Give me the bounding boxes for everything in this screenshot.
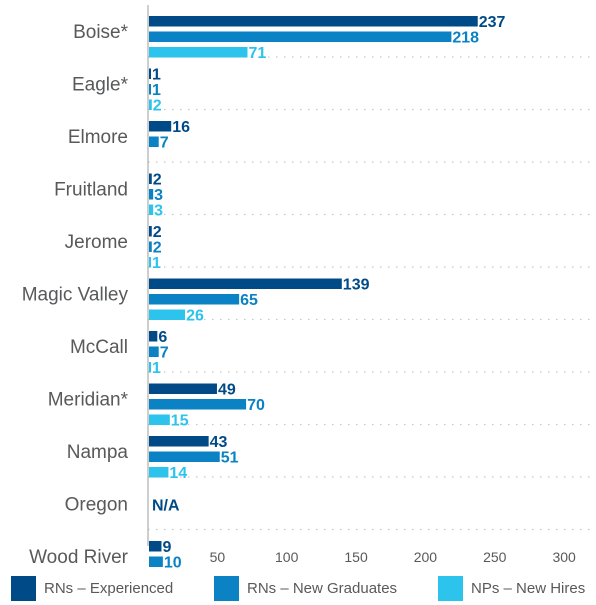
category-label: Fruitland [54,180,128,201]
data-label: 1 [152,82,161,99]
data-label: 43 [210,434,228,451]
x-tick-label: 200 [414,549,438,565]
bar [149,399,247,410]
data-label: 51 [221,449,239,466]
bar [149,241,152,252]
legend-item-rns-new-graduates: RNs – New Graduates [214,576,397,601]
legend-label: RNs – Experienced [44,580,174,597]
data-label: 218 [452,29,479,46]
bar [149,451,220,462]
data-label: 7 [160,134,169,151]
bar [149,31,452,42]
data-label: 65 [240,292,258,309]
category-label: Elmore [68,127,128,148]
data-label: 2 [153,97,162,114]
bar [149,136,159,147]
category-label: Nampa [67,442,129,463]
bar [149,16,478,27]
category-label: Magic Valley [22,285,129,306]
legend-item-nps-new-hires: NPs – New Hires [438,576,585,601]
data-label: 14 [169,465,187,482]
x-tick-label: 50 [210,549,226,565]
bar [149,173,152,184]
bars [149,16,478,567]
bar [149,68,151,79]
bar [149,436,209,447]
x-tick-label: 250 [483,549,507,565]
data-label: 7 [160,344,169,361]
data-label: 49 [218,381,236,398]
bar [149,84,151,95]
legend: RNs – Experienced RNs – New Graduates NP… [0,576,596,605]
category-label: Wood River [29,547,129,568]
data-label: 6 [158,329,167,346]
bar [149,189,154,200]
category-label: Eagle* [72,75,129,96]
bar [149,362,151,373]
bar [149,204,154,215]
category-label: McCall [70,337,128,358]
bar [149,278,342,289]
bar [149,309,186,320]
legend-swatch [11,576,36,601]
legend-swatch [214,576,239,601]
data-label: 71 [248,45,266,62]
data-label: 3 [154,202,163,219]
bar [149,121,172,132]
data-label: 2 [153,239,162,256]
data-label: 1 [152,360,161,377]
data-label: 1 [152,66,161,83]
data-label: 10 [164,554,182,571]
legend-label: NPs – New Hires [471,580,586,597]
bar [149,383,217,394]
category-label: Jerome [65,232,128,253]
bar [149,331,158,342]
legend-item-rns-experienced: RNs – Experienced [11,576,173,601]
data-label: 9 [162,539,171,556]
data-label: 26 [186,307,204,324]
data-label: 3 [154,187,163,204]
bar [149,541,162,552]
grid-lines [148,56,596,531]
data-label: 139 [343,276,370,293]
legend-label: RNs – New Graduates [247,580,398,597]
data-label: 2 [153,171,162,188]
bar [149,294,240,305]
data-label: 15 [171,412,189,429]
bar [149,346,159,357]
bar [149,99,152,110]
bar [149,257,151,268]
category-label: Oregon [65,495,128,516]
data-label: 16 [172,119,190,136]
na-annotation: N/A [152,498,180,515]
data-label: 70 [247,397,265,414]
data-label: 237 [479,14,506,31]
bar [149,414,170,425]
x-tick-label: 300 [552,549,576,565]
legend-swatch [438,576,463,601]
data-label: 2 [153,224,162,241]
category-label: Meridian* [48,390,129,411]
bar [149,47,248,58]
data-label: 1 [152,255,161,272]
category-label: Boise* [73,22,129,43]
x-tick-label: 150 [344,549,368,565]
bar [149,226,152,237]
bar [149,556,163,567]
x-tick-label: 100 [275,549,299,565]
bar [149,467,169,478]
